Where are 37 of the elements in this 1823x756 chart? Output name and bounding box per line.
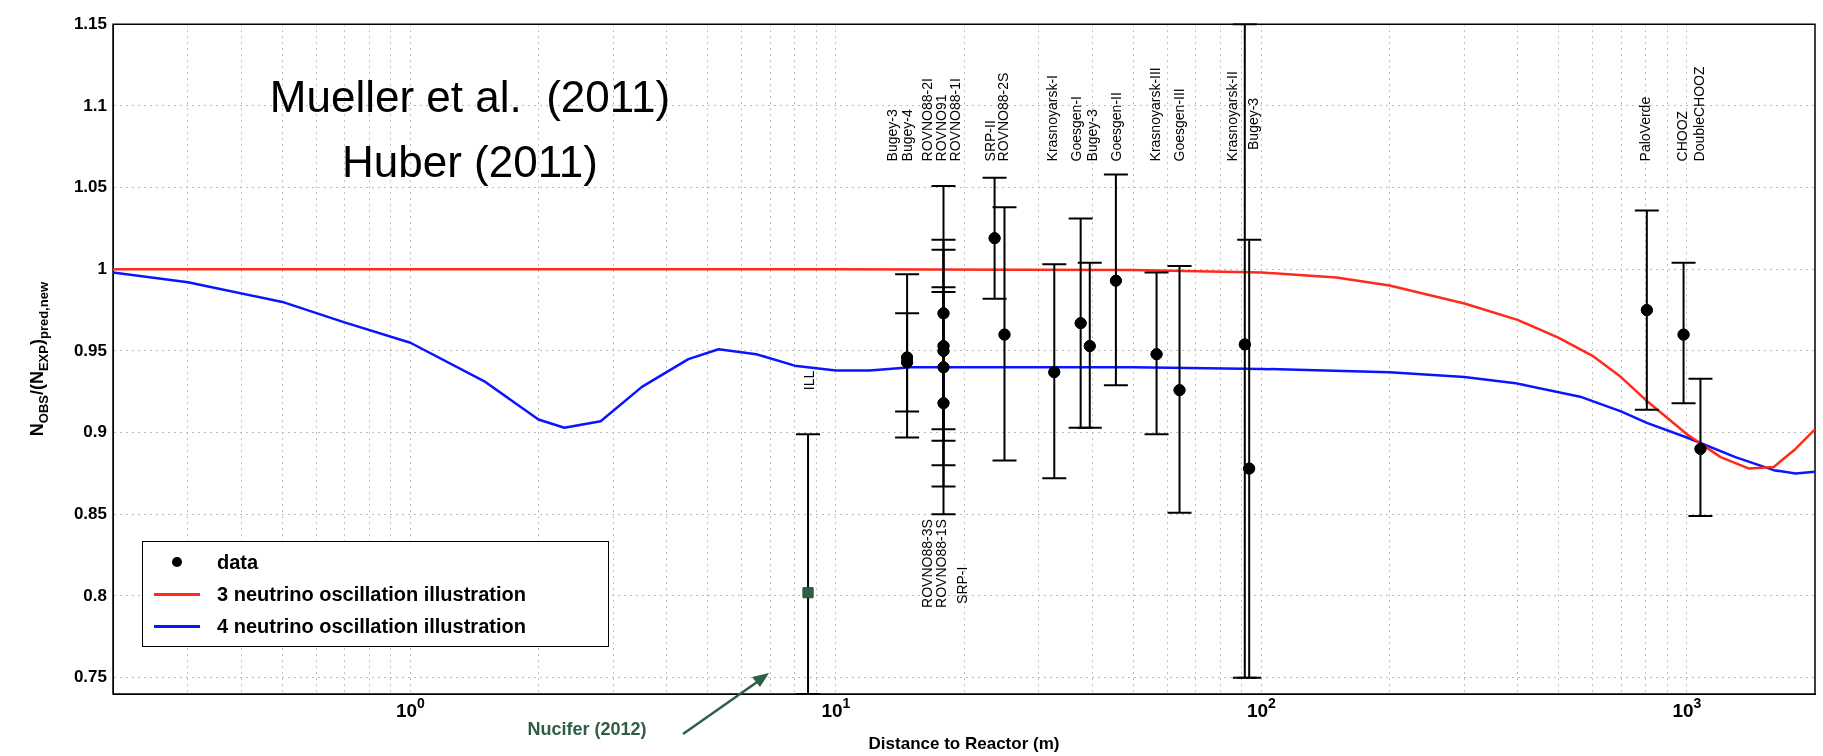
y-tick-label: 0.85 xyxy=(73,503,107,523)
annotation: ILL xyxy=(801,370,818,391)
annotation: Huber (2011) xyxy=(342,137,599,187)
legend-label: 3 neutrino oscillation illustration xyxy=(217,582,526,606)
text: Nucifer (2012) xyxy=(527,718,647,739)
annotation: Goesgen-III xyxy=(1170,88,1187,162)
annotation: ROVNO91 xyxy=(933,94,950,162)
x-axis-title: Distance to Reactor (m) xyxy=(868,733,1060,753)
annotation: Mueller et al. (2011) xyxy=(269,72,671,122)
annotation: Goesgen-II xyxy=(1107,92,1124,162)
y-tick-label: 1.1 xyxy=(83,95,107,115)
annotation: Krasnoyarsk-II xyxy=(1224,71,1241,162)
y-tick-label: 0.75 xyxy=(73,667,107,687)
y-tick-label: 0.95 xyxy=(73,340,107,360)
y-tick-label: 1.15 xyxy=(73,13,107,33)
annotation: Bugey-4 xyxy=(899,109,916,162)
legend-label: 4 neutrino oscillation illustration xyxy=(217,614,526,638)
annotation: Goesgen-I xyxy=(1067,96,1084,162)
y-tick-label: 1 xyxy=(97,258,107,278)
annotation: DoubleCHOOZ xyxy=(1691,66,1708,162)
annotation: ROVNO88-1S xyxy=(933,519,950,608)
annotation: Bugey-3 xyxy=(1083,109,1100,162)
annotation: ROVNO88-1I xyxy=(947,78,964,162)
annotation: ROVNO88-2I xyxy=(919,78,936,162)
legend-label: data xyxy=(217,550,259,574)
annotation: PaloVerde xyxy=(1637,96,1653,162)
y-axis-title: NOBS/(NEXP)pred,new xyxy=(26,281,51,437)
annotation: Krasnoyarsk-III xyxy=(1147,67,1164,162)
annotation: Krasnoyarsk-I xyxy=(1044,75,1061,162)
y-tick-label: 1.05 xyxy=(73,177,107,197)
y-tick-label: 0.9 xyxy=(83,422,107,442)
annotation: Bugey-3 xyxy=(1245,97,1262,150)
annotation: SRP-I xyxy=(953,566,970,604)
annotation: CHOOZ xyxy=(1674,110,1691,162)
y-tick-label: 0.8 xyxy=(83,585,107,605)
annotation: ROVNO88-3S xyxy=(919,519,936,608)
annotation: Bugey-3 xyxy=(883,109,900,162)
